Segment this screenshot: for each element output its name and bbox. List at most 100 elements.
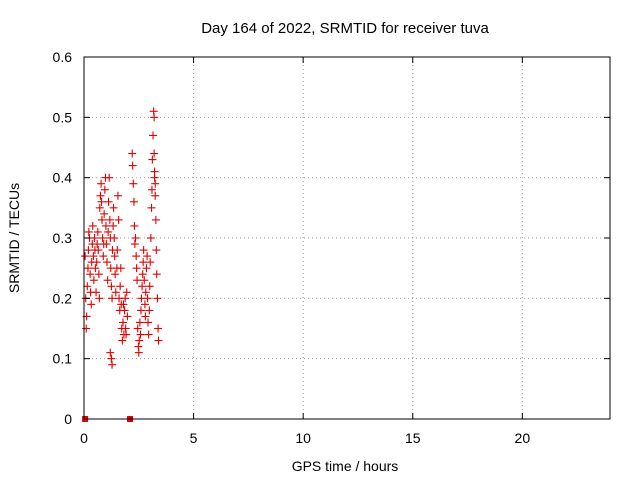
data-point [91,264,100,273]
data-point [119,318,128,327]
data-point [116,282,125,291]
data-point [133,276,142,285]
data-point [111,270,120,279]
data-point [139,246,148,255]
data-point [93,227,102,236]
data-point [132,264,141,273]
data-point [109,221,118,230]
data-point [92,288,101,297]
data-point [113,191,122,200]
grid [84,57,610,419]
y-axis-label: SRMTID / TECUs [6,183,22,293]
data-point [149,131,158,140]
data-point [107,354,116,363]
data-point [107,282,116,291]
data-point [89,276,98,285]
data-point [83,264,92,273]
data-point [100,185,109,194]
data-point [97,197,106,206]
data-point [97,179,106,188]
data-point [154,324,163,333]
data-point [100,209,109,218]
data-point [88,221,97,230]
data-point [143,318,152,327]
data-point [135,336,144,345]
data-point [122,288,131,297]
data-point [131,234,140,242]
data-point [129,179,138,188]
data-point [140,276,149,285]
x-tick-label: 0 [80,430,88,446]
data-point [135,318,144,327]
chart-title: Day 164 of 2022, SRMTID for receiver tuv… [201,20,489,37]
y-tick-label: 0.6 [53,49,73,65]
data-point [95,294,104,303]
data-point [111,288,120,297]
x-tick-label: 20 [515,430,531,446]
y-tick-label: 0 [64,411,72,427]
x-tick-label: 10 [295,430,311,446]
data-point [153,294,162,303]
ticks: 0 5 10 15 20 0 0.1 0.2 0.3 0.4 0.5 0.6 [53,49,610,446]
data-point [109,203,118,212]
data-point [138,270,147,279]
data-point [95,203,104,212]
y-tick-label: 0.3 [53,230,73,246]
data-point [143,294,152,303]
data-point [105,215,114,224]
data-point [134,348,143,357]
data-point [86,270,95,279]
data-point [151,191,160,200]
data-point [152,270,161,279]
data-point [116,264,125,273]
data-point [141,312,150,321]
data-point [89,252,98,261]
data-point [96,191,105,200]
data-point [138,282,147,291]
data-point [146,258,155,267]
data-point [136,306,145,315]
data-point [106,348,115,357]
data-point [94,270,103,279]
data-point [150,149,159,158]
data-point [94,246,103,255]
data-point [128,149,137,158]
y-tick-label: 0.1 [53,351,73,367]
data-point [147,185,156,194]
data-point [104,227,113,236]
data-point [129,197,138,206]
data-point [141,288,150,297]
data-point [136,330,145,339]
data-point [101,221,110,230]
y-tick-label: 0.5 [53,109,73,125]
y-tick-label: 0.2 [53,290,73,306]
data-point [133,324,142,333]
data-points [81,107,163,422]
data-point [121,294,130,303]
data-point [83,282,92,291]
data-point [105,173,114,182]
data-point [142,264,151,273]
data-point [110,234,119,242]
data-point [103,276,112,285]
data-point [145,282,154,291]
data-point [151,215,160,224]
data-point [154,336,163,345]
data-point [81,252,90,261]
data-point [139,258,148,267]
data-point [99,252,108,261]
data-point [103,258,112,267]
data-point [145,306,154,315]
data-point [123,312,132,321]
data-point [108,360,117,369]
x-axis-label: GPS time / hours [292,458,399,474]
data-point [144,330,153,339]
data-point [87,300,96,309]
data-point [150,167,159,176]
data-point [98,234,107,242]
data-point [143,252,152,261]
data-point [128,161,137,170]
data-point [152,246,161,255]
data-point [130,240,139,249]
data-point [102,240,111,249]
